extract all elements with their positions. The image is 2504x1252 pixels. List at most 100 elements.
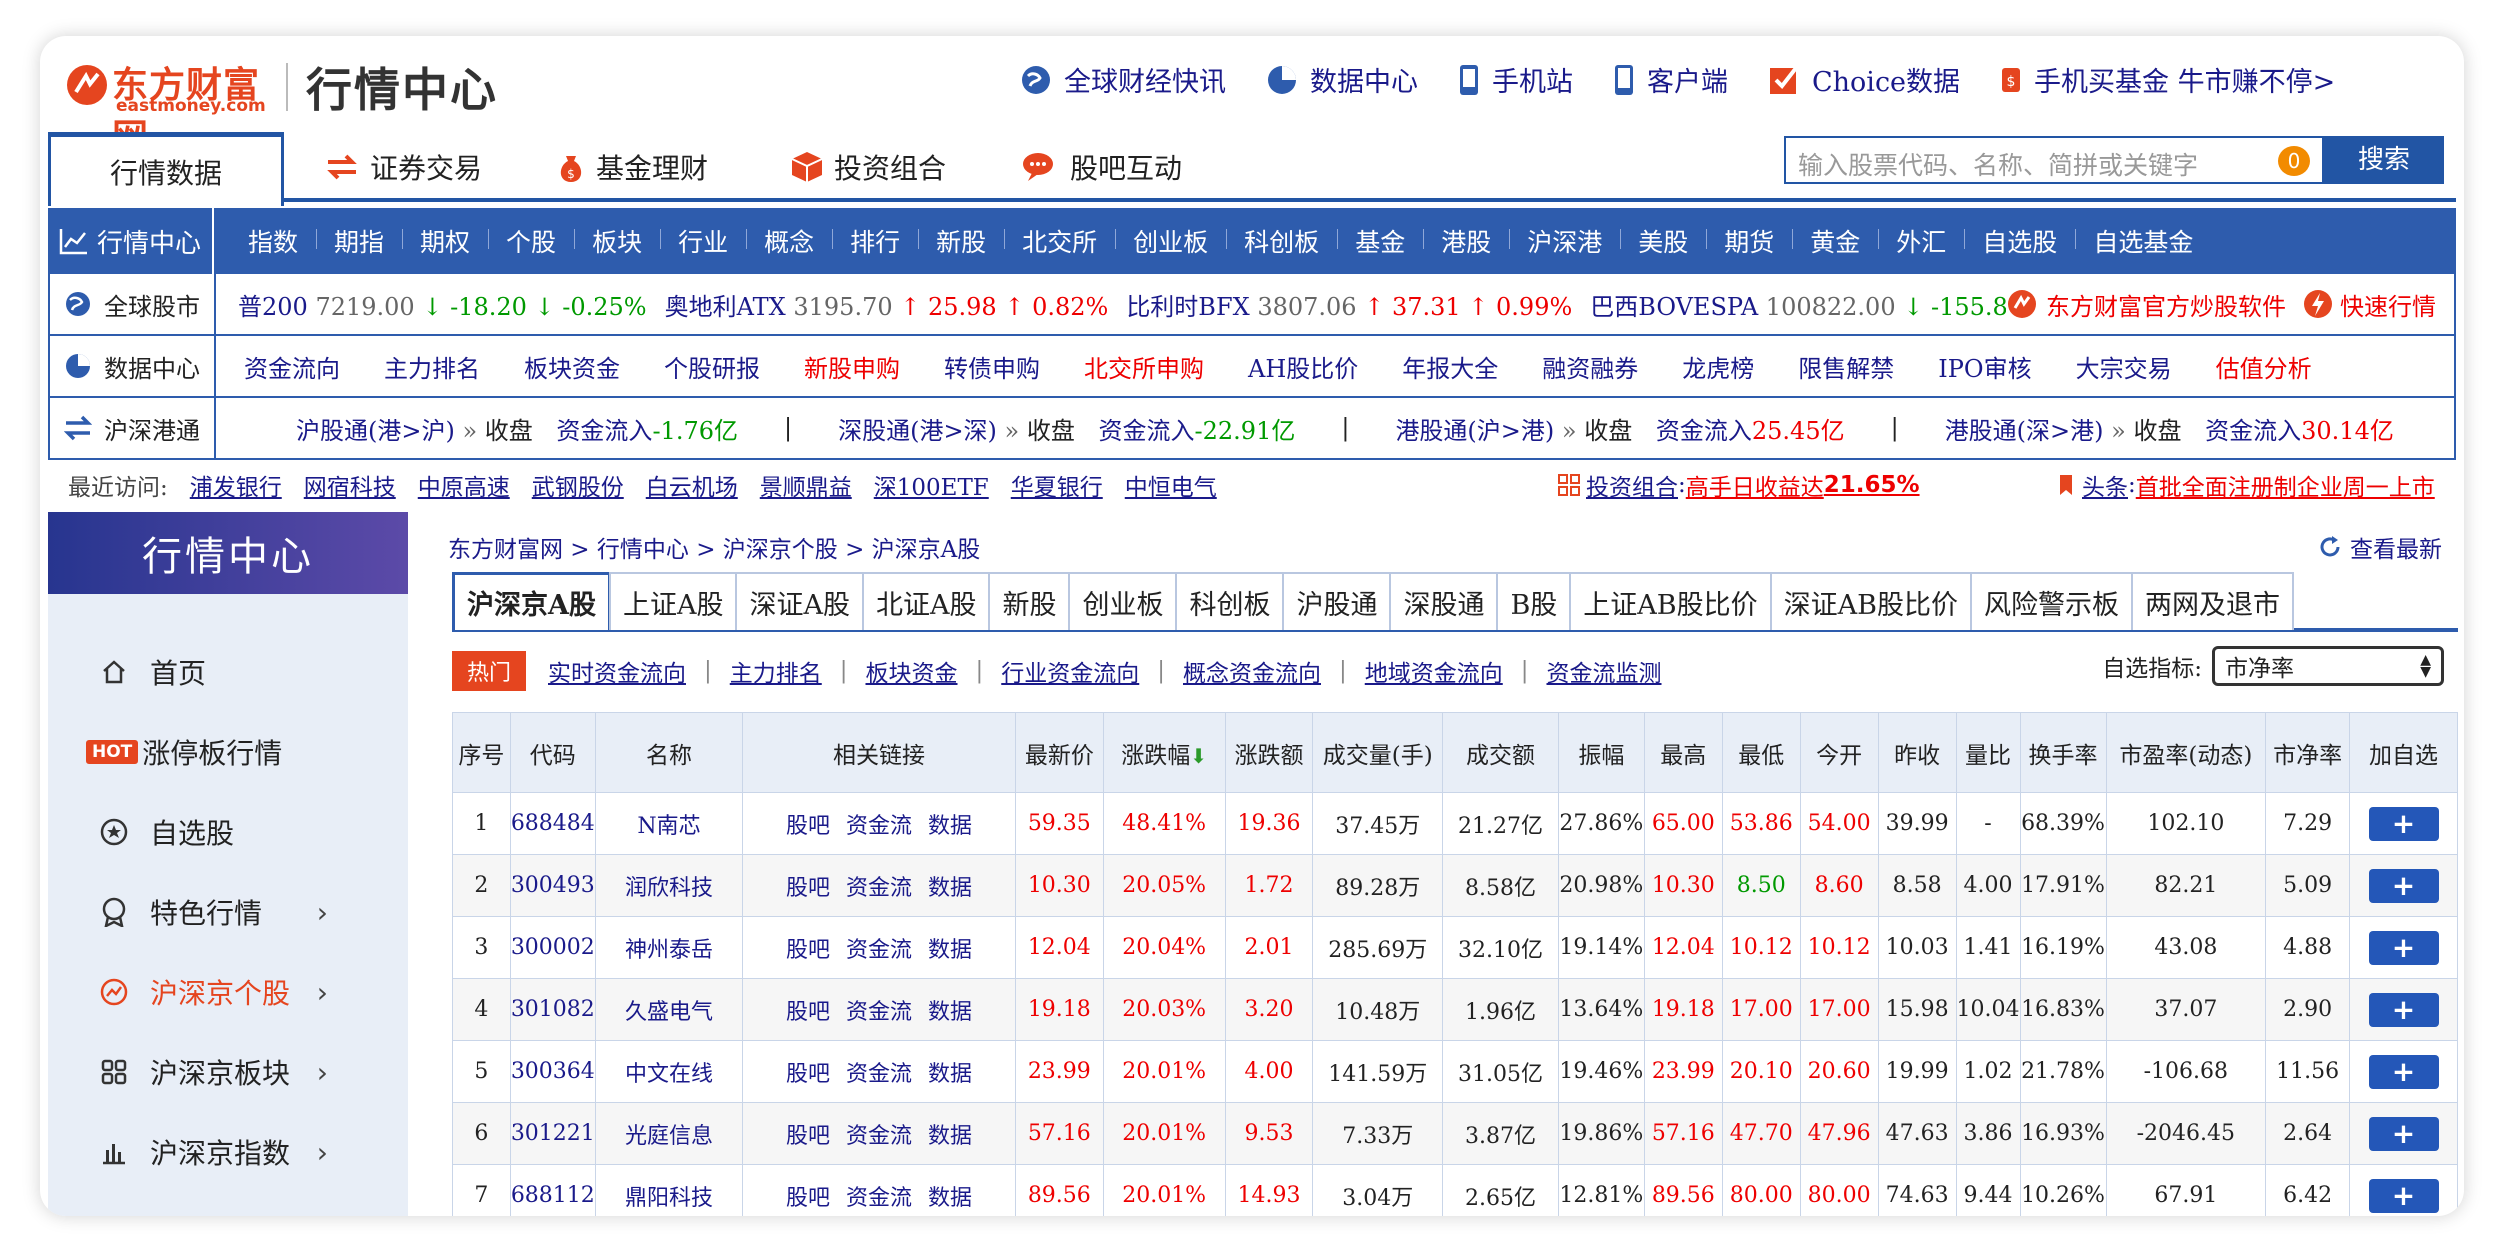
table-row[interactable]: 1 688484 N南芯 股吧 资金流 数据 59.35 48.41% 19.36 37.45万 2… <box>452 792 2458 855</box>
global-quote[interactable]: 比利时BFX 3807.06 ↑ 37.31 ↑ 0.99% <box>1126 287 1572 322</box>
related-link[interactable]: 资金流 <box>846 813 913 839</box>
table-header-cell[interactable]: 今开 <box>1799 712 1879 793</box>
table-header-cell[interactable]: 序号 <box>452 712 511 793</box>
table-header-cell[interactable]: 代码 <box>509 712 596 793</box>
table-header-cell[interactable]: 相关链接 <box>742 712 1016 793</box>
related-link[interactable]: 数据 <box>928 813 973 839</box>
tab-trading[interactable]: 证券交易 <box>324 132 482 202</box>
related-link[interactable]: 股吧 <box>785 999 830 1025</box>
recent-link[interactable]: 浦发银行 <box>189 475 282 501</box>
add-watchlist-button[interactable]: + <box>2368 1116 2439 1151</box>
table-header-cell[interactable]: 换手率 <box>2019 712 2107 793</box>
stock-name[interactable]: 润欣科技 <box>594 854 744 917</box>
nav-item[interactable]: 期权 <box>402 223 488 259</box>
nav-item[interactable]: 板块 <box>574 223 660 259</box>
table-header-cell[interactable]: 最低 <box>1721 712 1801 793</box>
datacenter-link[interactable]: 板块资金 <box>524 354 620 383</box>
table-row[interactable]: 6 301221 光庭信息 股吧 资金流 数据 57.16 20.01% 9.53 7.33万 3.… <box>452 1102 2458 1165</box>
stock-name[interactable]: 久盛电气 <box>594 978 744 1041</box>
global-stocks-head[interactable]: 全球股市 <box>50 274 216 334</box>
nav-item[interactable]: 指数 <box>248 228 299 257</box>
stock-code[interactable]: 688484 <box>509 792 596 855</box>
nav-item[interactable]: 创业板 <box>1115 223 1226 259</box>
datacenter-link[interactable]: 转债申购 <box>944 354 1040 383</box>
hsgt-head[interactable]: 沪深港通 <box>50 398 216 458</box>
recent-link[interactable]: 武钢股份 <box>531 475 624 501</box>
promo-fast-quote-link[interactable]: 快速行情 <box>2340 292 2436 321</box>
related-link[interactable]: 数据 <box>928 1185 973 1211</box>
global-quote[interactable]: 巴西BOVESPA 100822.00 ↓ -155.85 ↓ -0.15% <box>1590 287 2006 322</box>
add-watchlist-button[interactable]: + <box>2368 806 2439 841</box>
recent-link[interactable]: 网宿科技 <box>303 475 396 501</box>
hot-link[interactable]: 概念资金流向 <box>1183 661 1321 687</box>
related-link[interactable]: 股吧 <box>785 1061 830 1087</box>
refresh-link[interactable]: 查看最新 <box>2318 530 2442 564</box>
table-header-cell[interactable]: 振幅 <box>1557 712 1645 793</box>
tab-fund[interactable]: $ 基金理财 <box>556 132 708 202</box>
nav-home[interactable]: 行情中心 <box>48 208 214 274</box>
stock-name[interactable]: 中文在线 <box>594 1040 744 1103</box>
board-tab[interactable]: 新股 <box>988 572 1071 630</box>
datacenter-link[interactable]: 资金流向 <box>244 354 340 383</box>
add-watchlist-button[interactable]: + <box>2368 1054 2439 1089</box>
sidebar-item[interactable]: 首页 <box>48 632 408 712</box>
add-watchlist-button[interactable]: + <box>2368 992 2439 1027</box>
table-row[interactable]: 4 301082 久盛电气 股吧 资金流 数据 19.18 20.03% 3.20 10.48万 1… <box>452 978 2458 1041</box>
table-row[interactable]: 2 300493 润欣科技 股吧 资金流 数据 10.30 20.05% 1.72 89.28万 8… <box>452 854 2458 917</box>
recent-link[interactable]: 景顺鼎益 <box>759 475 852 501</box>
table-header-cell[interactable]: 成交量(手) <box>1312 712 1444 793</box>
sidebar-item[interactable]: 新三板 › <box>48 1192 408 1217</box>
recent-link[interactable]: 华夏银行 <box>1010 475 1103 501</box>
datacenter-link[interactable]: 年报大全 <box>1402 354 1499 383</box>
stock-code[interactable]: 301221 <box>509 1102 596 1165</box>
related-link[interactable]: 资金流 <box>846 1185 913 1211</box>
nav-item[interactable]: 港股 <box>1423 223 1509 259</box>
board-tab[interactable]: 沪股通 <box>1282 572 1392 630</box>
related-link[interactable]: 数据 <box>928 875 973 901</box>
table-header-cell[interactable]: 加自选 <box>2349 712 2458 793</box>
board-tab[interactable]: 风险警示板 <box>1969 572 2133 630</box>
add-watchlist-button[interactable]: + <box>2368 930 2439 965</box>
stock-code[interactable]: 300364 <box>509 1040 596 1103</box>
sidebar-item[interactable]: HOT 涨停板行情 <box>48 712 408 792</box>
datacenter-link[interactable]: 估值分析 <box>2215 354 2312 383</box>
top-link-mobile[interactable]: 手机站 <box>1458 60 1573 99</box>
stock-code[interactable]: 300002 <box>509 916 596 979</box>
related-link[interactable]: 股吧 <box>785 813 830 839</box>
table-row[interactable]: 3 300002 神州泰岳 股吧 资金流 数据 12.04 20.04% 2.01 285.69万… <box>452 916 2458 979</box>
hsgt-item[interactable]: 沪股通(港>沪) » 收盘 资金流入-1.76亿 <box>296 411 738 446</box>
board-tab[interactable]: 深股通 <box>1389 572 1499 630</box>
board-tab[interactable]: 上证AB股比价 <box>1569 572 1772 630</box>
table-header-cell[interactable]: 量比 <box>1955 712 2021 793</box>
related-link[interactable]: 资金流 <box>846 937 913 963</box>
table-header-cell[interactable]: 涨跌幅⬇ <box>1102 712 1226 793</box>
related-link[interactable]: 数据 <box>928 1123 973 1149</box>
promo-software-link[interactable]: 东方财富官方炒股软件 <box>2046 292 2286 321</box>
board-tab[interactable]: 两网及退市 <box>2130 572 2294 630</box>
nav-item[interactable]: 期指 <box>316 223 402 259</box>
related-link[interactable]: 数据 <box>928 937 973 963</box>
hot-link[interactable]: 板块资金 <box>865 661 958 687</box>
nav-item[interactable]: 北交所 <box>1004 223 1115 259</box>
table-header-cell[interactable]: 市盈率(动态) <box>2105 712 2267 793</box>
hsgt-item[interactable]: 港股通(深>港) » 收盘 资金流入30.14亿 <box>1945 411 2394 446</box>
top-link-fund[interactable]: $ 手机买基金 牛市赚不停> <box>2000 60 2335 99</box>
site-logo[interactable]: 东方财富网 eastmoney.com 行情中心 <box>64 54 498 158</box>
datacenter-link[interactable]: 主力排名 <box>384 354 480 383</box>
datacenter-link[interactable]: 龙虎榜 <box>1682 354 1755 383</box>
board-tab[interactable]: 深证AB股比价 <box>1769 572 1972 630</box>
top-link-datacenter[interactable]: 数据中心 <box>1266 60 1418 99</box>
table-header-cell[interactable]: 市净率 <box>2265 712 2351 793</box>
related-link[interactable]: 资金流 <box>846 1061 913 1087</box>
sidebar-item[interactable]: 特色行情 › <box>48 872 408 952</box>
nav-item[interactable]: 行业 <box>660 223 746 259</box>
sidebar-item[interactable]: 沪深京板块 › <box>48 1032 408 1112</box>
nav-item[interactable]: 概念 <box>746 223 832 259</box>
search-button[interactable]: 搜索 <box>2324 136 2444 184</box>
sidebar-item[interactable]: 自选股 <box>48 792 408 872</box>
nav-item[interactable]: 期货 <box>1706 223 1792 259</box>
nav-item[interactable]: 基金 <box>1337 223 1423 259</box>
top-link-client[interactable]: 客户端 <box>1613 60 1728 99</box>
top-link-news[interactable]: 全球财经快讯 <box>1020 60 1226 99</box>
global-quote[interactable]: 奥地利ATX 3195.70 ↑ 25.98 ↑ 0.82% <box>665 287 1109 322</box>
